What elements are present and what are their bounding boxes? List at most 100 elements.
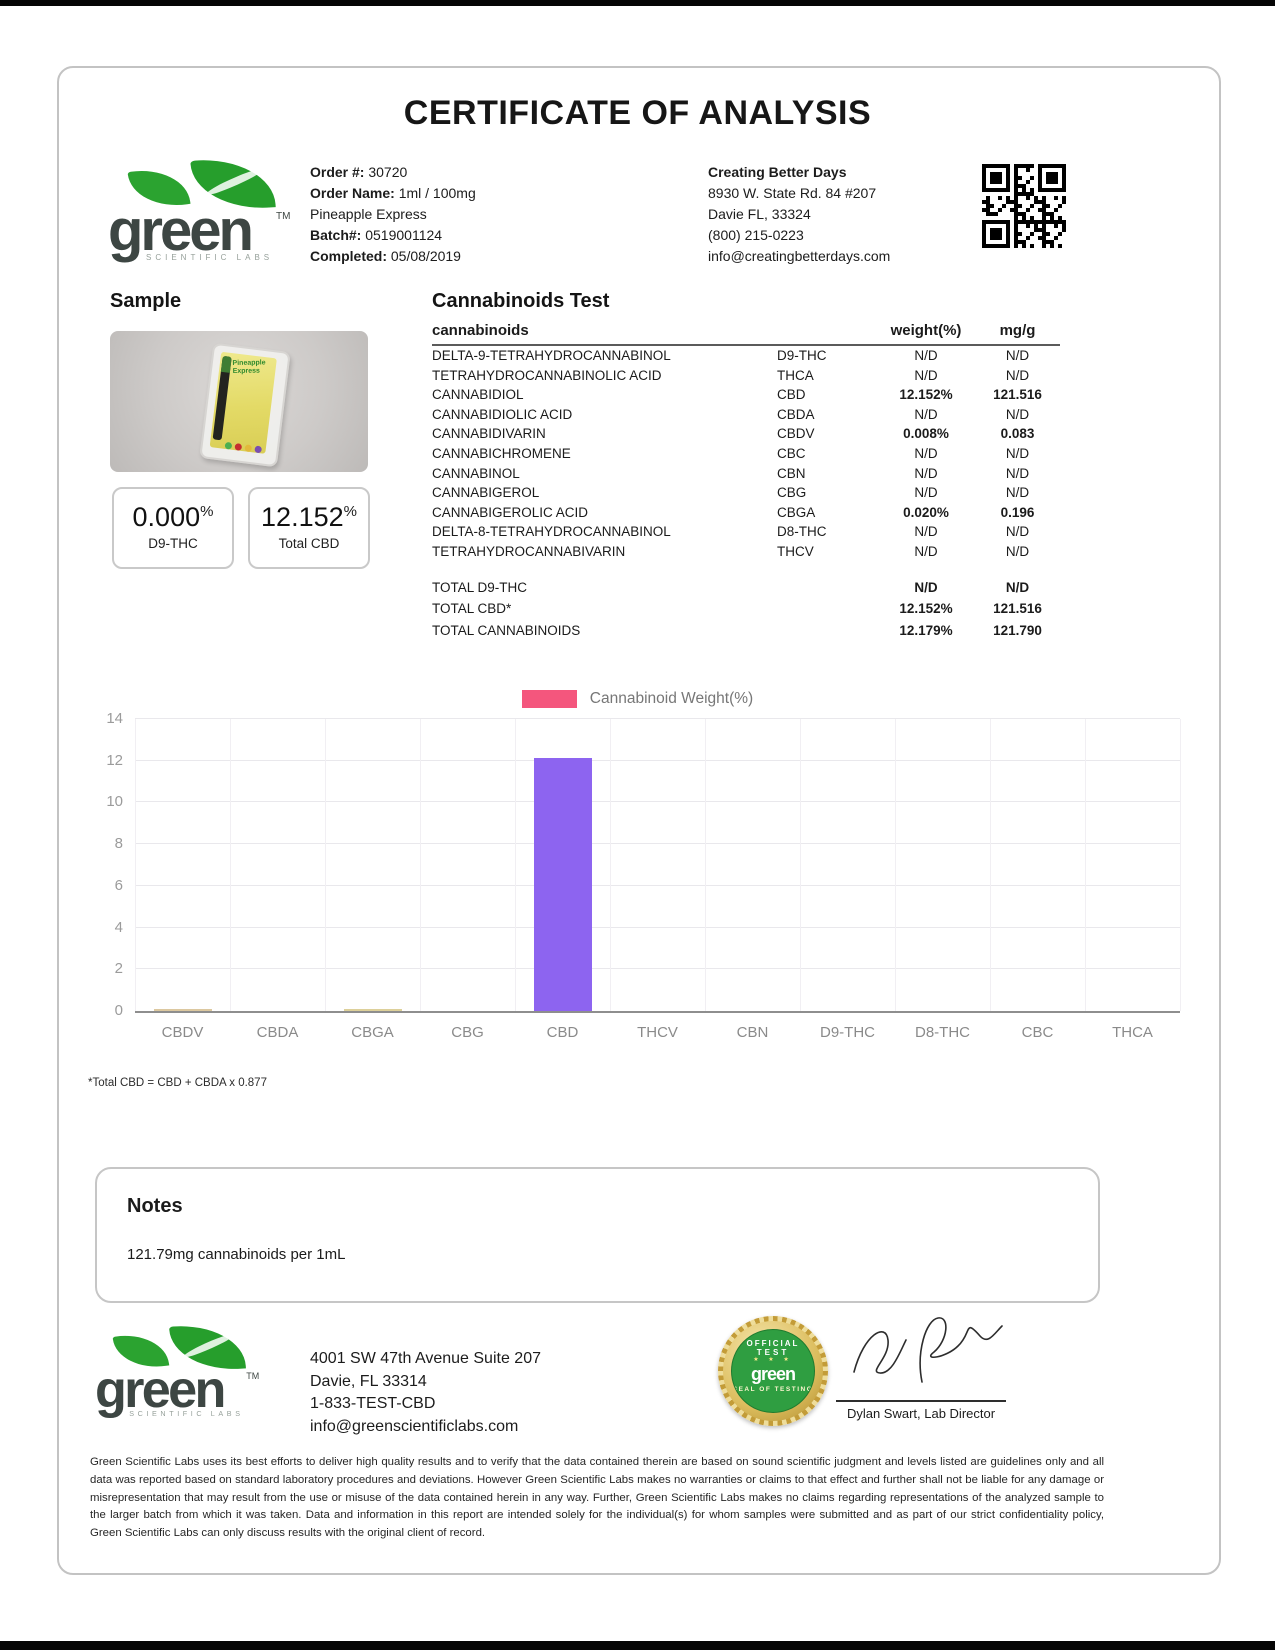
cannabinoid-name: DELTA-9-TETRAHYDROCANNABINOL <box>432 348 671 363</box>
seal-line2: TEST <box>756 1348 790 1357</box>
y-axis-tick-label: 2 <box>114 960 123 978</box>
col-weight: weight(%) <box>890 322 962 339</box>
client-info-line: Davie FL, 33324 <box>708 206 811 222</box>
dot-icon <box>254 445 263 454</box>
order-info-line: Batch#: 0519001124 <box>310 227 443 243</box>
cannabinoid-abbr: CBD <box>777 387 806 403</box>
chart-bar-cbd <box>533 757 592 1011</box>
cannabinoids-test-heading: Cannabinoids Test <box>432 290 610 312</box>
table-row: CANNABIDIOLIC ACID CBDA N/D N/D <box>432 405 1060 425</box>
cannabinoid-abbr: CBN <box>777 465 806 481</box>
result-unit: % <box>200 503 214 520</box>
result-value: 12.152 <box>261 502 344 532</box>
product-label-text: Pineapple Express <box>232 359 266 375</box>
gridline-vertical <box>515 719 516 1011</box>
x-axis-tick-label: CBDV <box>161 1024 204 1041</box>
document-border <box>57 66 1221 1575</box>
cannabinoid-mgg: N/D <box>1005 445 1030 461</box>
cannabinoid-mgg: 0.083 <box>1000 426 1035 442</box>
gridline <box>135 843 1180 845</box>
x-axis-tick-label: CBN <box>736 1024 769 1041</box>
cannabinoid-abbr: CBGA <box>777 504 816 520</box>
total-spacer <box>777 598 877 620</box>
cannabinoid-mgg: N/D <box>1005 348 1030 363</box>
total-weight: N/D <box>914 579 938 595</box>
cannabinoid-name: CANNABIDIVARIN <box>432 426 546 442</box>
client-info-line: (800) 215-0223 <box>708 227 804 243</box>
cannabinoid-mgg: 0.196 <box>1000 504 1035 520</box>
page-title: CERTIFICATE OF ANALYSIS <box>403 94 872 132</box>
x-axis-tick-label: CBC <box>1021 1024 1054 1041</box>
sample-heading: Sample <box>110 290 182 312</box>
cannabinoid-abbr: THCV <box>777 543 814 559</box>
x-axis-tick-label: D9-THC <box>820 1024 875 1041</box>
cannabinoid-abbr: D8-THC <box>777 524 827 540</box>
x-axis-tick-label: CBD <box>546 1024 579 1041</box>
cannabinoid-weight: N/D <box>914 367 938 383</box>
table-row: CANNABIDIVARIN CBDV 0.008% 0.083 <box>432 424 1060 444</box>
signature-line <box>836 1400 1006 1402</box>
client-name: Creating Better Days <box>708 164 847 180</box>
gridline-vertical <box>610 719 611 1011</box>
order-info-label: Order Name: <box>310 185 399 201</box>
vape-pen-tip <box>220 355 232 373</box>
client-info-line: Creating Better Days <box>708 162 890 183</box>
gridline-vertical <box>1180 719 1181 1011</box>
cannabinoid-table: cannabinoids weight(%) mg/g DELTA-9-TETR… <box>432 322 1060 641</box>
table-total-row: TOTAL CANNABINOIDS 12.179% 121.790 <box>432 620 1060 642</box>
gridline <box>135 759 1180 761</box>
cannabinoid-mgg: N/D <box>1005 543 1030 559</box>
cannabinoid-weight: 12.152% <box>899 387 953 403</box>
table-row: CANNABIDIOL CBD 12.152% 121.516 <box>432 385 1060 405</box>
notes-box: Notes 121.79mg cannabinoids per 1mL <box>95 1167 1100 1303</box>
y-axis-tick-label: 8 <box>114 835 123 853</box>
order-info-label: Order #: <box>310 164 369 180</box>
gridline-vertical <box>1085 719 1086 1011</box>
lab-address-line: info@greenscientificlabs.com <box>310 1417 519 1435</box>
cannabinoid-name: DELTA-8-TETRAHYDROCANNABINOL <box>432 524 671 540</box>
disclaimer-text: Green Scientific Labs uses its best effo… <box>90 1456 1104 1539</box>
order-info: Order #: 30720 Order Name: 1ml / 100mg Pin… <box>310 162 476 267</box>
order-info-line: Completed: 05/08/2019 <box>310 248 461 264</box>
col-spacer <box>777 322 877 339</box>
cannabinoid-weight: N/D <box>914 465 938 481</box>
result-value: 0.000 <box>132 502 201 532</box>
gridline-vertical <box>420 719 421 1011</box>
dot-icon <box>244 444 253 453</box>
total-mgg: 121.516 <box>993 601 1042 617</box>
gridline-vertical <box>230 719 231 1011</box>
total-weight: 12.179% <box>899 622 953 638</box>
cannabinoid-weight: N/D <box>914 485 938 501</box>
cannabinoid-weight: N/D <box>914 406 938 422</box>
result-box-d9-thc: 0.000% D9-THC <box>112 487 234 569</box>
table-row: DELTA-8-TETRAHYDROCANNABINOL D8-THC N/D N/D <box>432 522 1060 542</box>
table-row: CANNABICHROMENE CBC N/D N/D <box>432 444 1060 464</box>
sample-photo: Pineapple Express <box>110 331 368 472</box>
cannabinoid-name: CANNABIDIOL <box>432 387 524 403</box>
cannabinoid-abbr: CBDA <box>777 406 815 422</box>
cannabinoid-mgg: N/D <box>1005 465 1030 481</box>
cannabinoid-weight: 0.008% <box>903 426 949 442</box>
gridline-vertical <box>990 719 991 1011</box>
table-row: DELTA-9-TETRAHYDROCANNABINOL D9-THC N/D N/D <box>432 346 1060 366</box>
y-axis-tick-label: 4 <box>114 918 123 936</box>
table-total-row: TOTAL D9-THC N/D N/D <box>432 577 1060 599</box>
cannabinoid-name: CANNABIGEROL <box>432 485 540 501</box>
green-scientific-labs-logo: green TM SCIENTIFIC LABS <box>95 1321 280 1418</box>
cannabinoid-mgg: N/D <box>1005 367 1030 383</box>
result-label: Total CBD <box>278 536 340 551</box>
seal-core: OFFICIAL TEST ★ ★ ★ green SEAL OF TESTIN… <box>731 1329 815 1413</box>
x-axis-tick-label: THCV <box>637 1024 678 1041</box>
cannabinoid-mgg: N/D <box>1005 406 1030 422</box>
lab-address-line: 1-833-TEST-CBD <box>310 1395 436 1412</box>
cannabinoid-abbr: THCA <box>777 367 814 383</box>
gridline-vertical <box>895 719 896 1011</box>
x-axis-tick-label: CBDA <box>256 1024 299 1041</box>
gridline <box>135 926 1180 928</box>
seal-brand: green <box>750 1364 796 1384</box>
seal-stars: ★ ★ ★ <box>753 1357 793 1363</box>
gridline <box>135 718 1180 719</box>
dot-icon <box>234 443 243 451</box>
total-name: TOTAL CANNABINOIDS <box>432 622 581 638</box>
